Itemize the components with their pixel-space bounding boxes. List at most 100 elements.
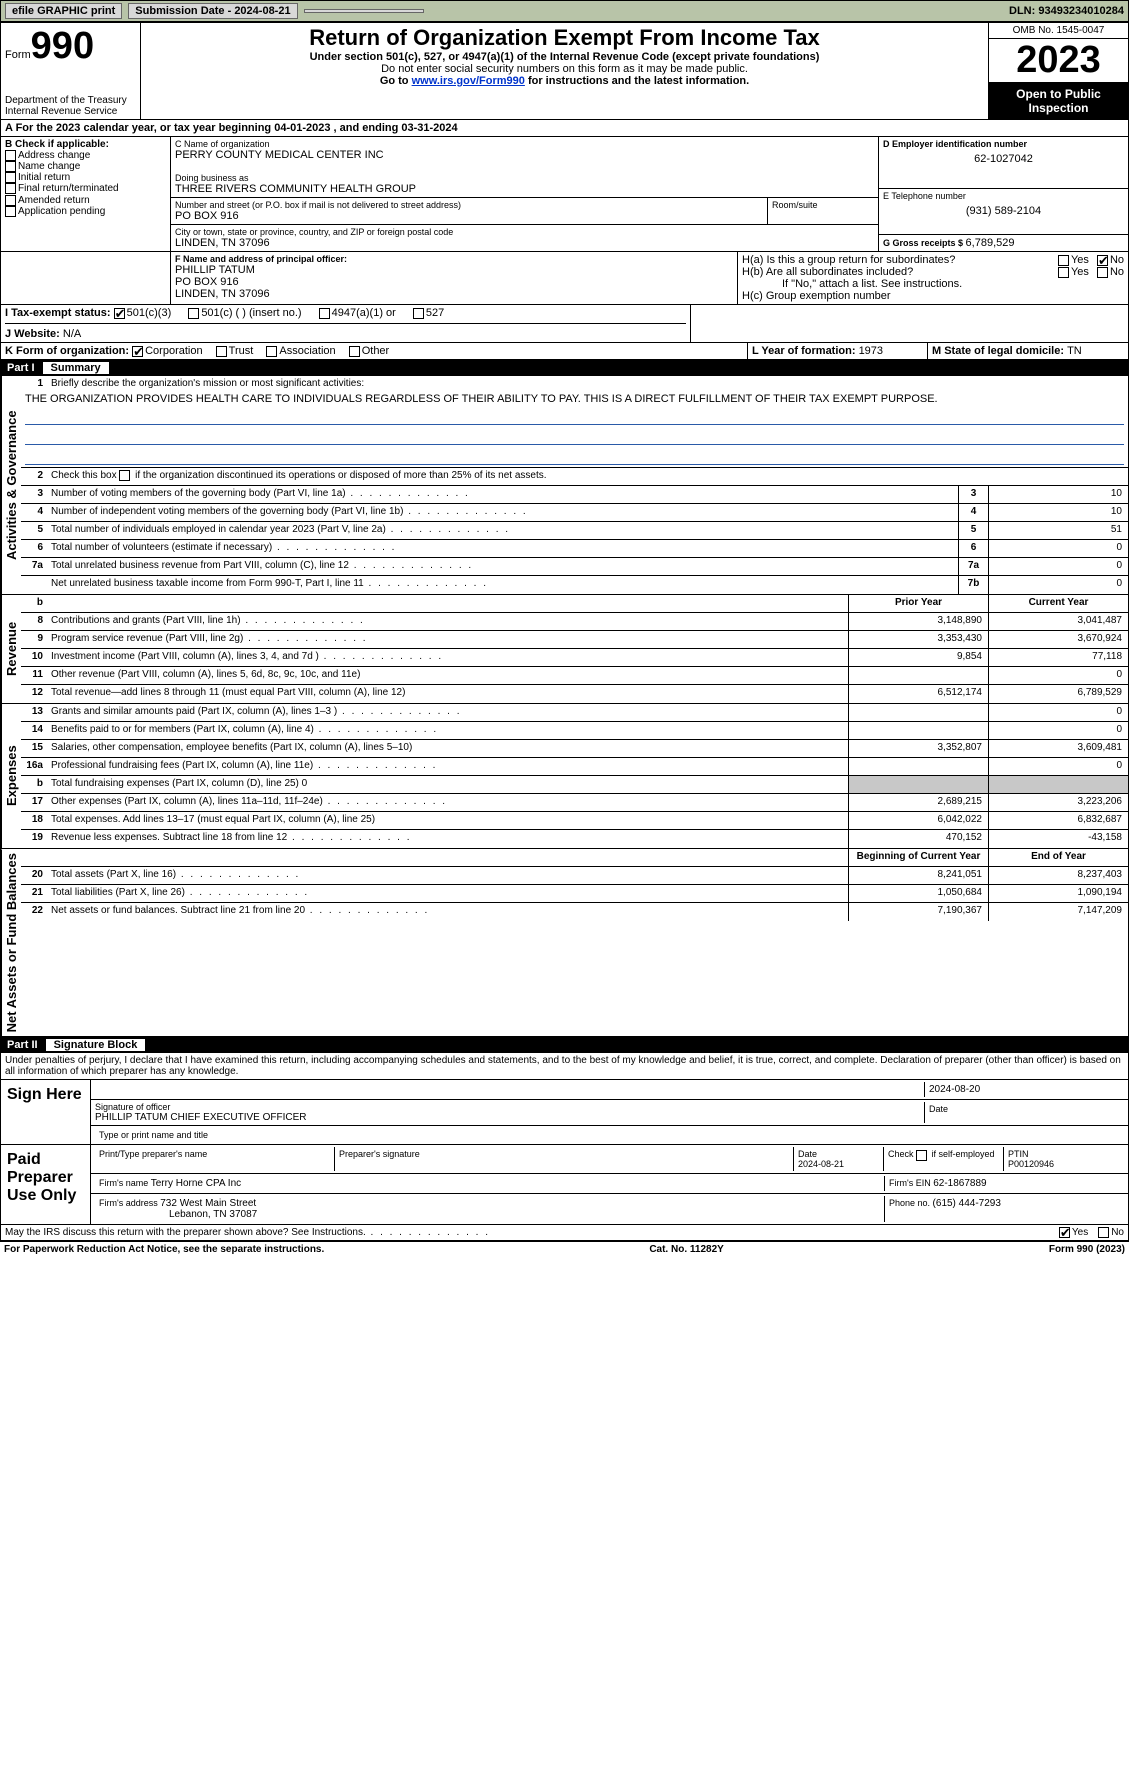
v5: 51 <box>988 522 1128 539</box>
top-toolbar: efile GRAPHIC print Submission Date - 20… <box>0 0 1129 22</box>
c19: -43,158 <box>988 830 1128 848</box>
p17: 2,689,215 <box>848 794 988 811</box>
v4: 10 <box>988 504 1128 521</box>
chk-app-pending[interactable] <box>5 206 16 217</box>
chk-501c3[interactable] <box>114 308 125 319</box>
chk-initial-return[interactable] <box>5 172 16 183</box>
l6: Total number of volunteers (estimate if … <box>47 540 958 557</box>
room-label: Room/suite <box>772 200 874 210</box>
section-i-j: I Tax-exempt status: 501(c)(3) 501(c) ( … <box>1 305 1128 343</box>
form-foot: Form 990 (2023) <box>1049 1244 1125 1255</box>
prep-name-label: Print/Type preparer's name <box>95 1147 335 1171</box>
form-title: Return of Organization Exempt From Incom… <box>147 25 982 51</box>
website-value: N/A <box>63 328 81 340</box>
p10: 9,854 <box>848 649 988 666</box>
city-label: City or town, state or province, country… <box>175 227 874 237</box>
chk-hb-yes[interactable] <box>1058 267 1069 278</box>
dba-name: THREE RIVERS COMMUNITY HEALTH GROUP <box>175 183 874 195</box>
officer-name: PHILLIP TATUM <box>175 264 733 276</box>
blank-button[interactable] <box>304 9 424 13</box>
chk-discuss-no[interactable] <box>1098 1227 1109 1238</box>
form-container: Form990 Department of the Treasury Inter… <box>0 22 1129 1242</box>
l5: Total number of individuals employed in … <box>47 522 958 539</box>
chk-hb-no[interactable] <box>1097 267 1108 278</box>
firm-name: Terry Horne CPA Inc <box>151 1178 241 1189</box>
gross-label: G Gross receipts $ <box>883 238 966 248</box>
l7b: Net unrelated business taxable income fr… <box>47 576 958 594</box>
open-inspection: Open to Public Inspection <box>989 83 1128 119</box>
hdr-beg: Beginning of Current Year <box>848 849 988 866</box>
phone-label: E Telephone number <box>883 191 1124 201</box>
c12: 6,789,529 <box>988 685 1128 703</box>
prep-phone: (615) 444-7293 <box>933 1198 1001 1209</box>
omb-number: OMB No. 1545-0047 <box>989 23 1128 39</box>
box-b: B Check if applicable: Address change Na… <box>1 137 171 251</box>
subtitle-1: Under section 501(c), 527, or 4947(a)(1)… <box>147 51 982 63</box>
sig-officer-label: Signature of officer <box>95 1102 924 1112</box>
sign-here-label: Sign Here <box>1 1080 91 1144</box>
mission-text: THE ORGANIZATION PROVIDES HEALTH CARE TO… <box>25 393 1124 405</box>
subtitle-3: Go to www.irs.gov/Form990 for instructio… <box>147 75 982 87</box>
pra-notice: For Paperwork Reduction Act Notice, see … <box>4 1244 324 1255</box>
net-assets-section: Net Assets or Fund Balances Beginning of… <box>1 849 1128 1037</box>
chk-discontinued[interactable] <box>119 470 130 481</box>
chk-address-change[interactable] <box>5 150 16 161</box>
chk-ha-no[interactable] <box>1097 255 1108 266</box>
p11 <box>848 667 988 684</box>
p15: 3,352,807 <box>848 740 988 757</box>
l4: Number of independent voting members of … <box>47 504 958 521</box>
chk-self-employed[interactable] <box>916 1150 927 1161</box>
net-side-label: Net Assets or Fund Balances <box>1 849 21 1036</box>
chk-other[interactable] <box>349 346 360 357</box>
chk-527[interactable] <box>413 308 424 319</box>
l15: Salaries, other compensation, employee b… <box>47 740 848 757</box>
c20: 8,237,403 <box>988 867 1128 884</box>
c11: 0 <box>988 667 1128 684</box>
dln-label: DLN: 93493234010284 <box>1009 5 1124 17</box>
submission-date-button[interactable]: Submission Date - 2024-08-21 <box>128 3 297 19</box>
chk-assoc[interactable] <box>266 346 277 357</box>
year-form-value: 1973 <box>859 345 883 357</box>
p13 <box>848 704 988 721</box>
p20: 8,241,051 <box>848 867 988 884</box>
p16a <box>848 758 988 775</box>
dept-treasury: Department of the Treasury <box>5 95 136 106</box>
irs-link[interactable]: www.irs.gov/Form990 <box>412 75 525 87</box>
sig-date: 2024-08-20 <box>924 1082 1124 1097</box>
year-form-label: L Year of formation: <box>752 345 859 357</box>
dba-label: Doing business as <box>175 173 874 183</box>
firm-addr1: 732 West Main Street <box>160 1198 256 1209</box>
domicile-value: TN <box>1067 345 1082 357</box>
gross-value: 6,789,529 <box>966 237 1015 249</box>
discuss-label: May the IRS discuss this return with the… <box>5 1227 1059 1238</box>
chk-4947[interactable] <box>319 308 330 319</box>
efile-button[interactable]: efile GRAPHIC print <box>5 3 122 19</box>
tax-exempt-label: I Tax-exempt status: <box>5 307 111 319</box>
chk-discuss-yes[interactable] <box>1059 1227 1070 1238</box>
chk-trust[interactable] <box>216 346 227 357</box>
ein-label: D Employer identification number <box>883 139 1124 149</box>
activities-governance-section: Activities & Governance 1 Briefly descri… <box>1 376 1128 595</box>
l14: Benefits paid to or for members (Part IX… <box>47 722 848 739</box>
p21: 1,050,684 <box>848 885 988 902</box>
l21: Total liabilities (Part X, line 26) <box>47 885 848 902</box>
form-number: Form990 <box>5 25 136 68</box>
c14: 0 <box>988 722 1128 739</box>
p18: 6,042,022 <box>848 812 988 829</box>
hdr-end: End of Year <box>988 849 1128 866</box>
chk-amended[interactable] <box>5 195 16 206</box>
v7a: 0 <box>988 558 1128 575</box>
l22: Net assets or fund balances. Subtract li… <box>47 903 848 921</box>
chk-ha-yes[interactable] <box>1058 255 1069 266</box>
chk-final-return[interactable] <box>5 183 16 194</box>
chk-corp[interactable] <box>132 346 143 357</box>
chk-name-change[interactable] <box>5 161 16 172</box>
p12: 6,512,174 <box>848 685 988 703</box>
officer-street: PO BOX 916 <box>175 276 733 288</box>
v6: 0 <box>988 540 1128 557</box>
chk-501c[interactable] <box>188 308 199 319</box>
c21: 1,090,194 <box>988 885 1128 902</box>
hc-label: H(c) Group exemption number <box>742 290 1124 302</box>
hdr-prior: Prior Year <box>848 595 988 612</box>
p8: 3,148,890 <box>848 613 988 630</box>
